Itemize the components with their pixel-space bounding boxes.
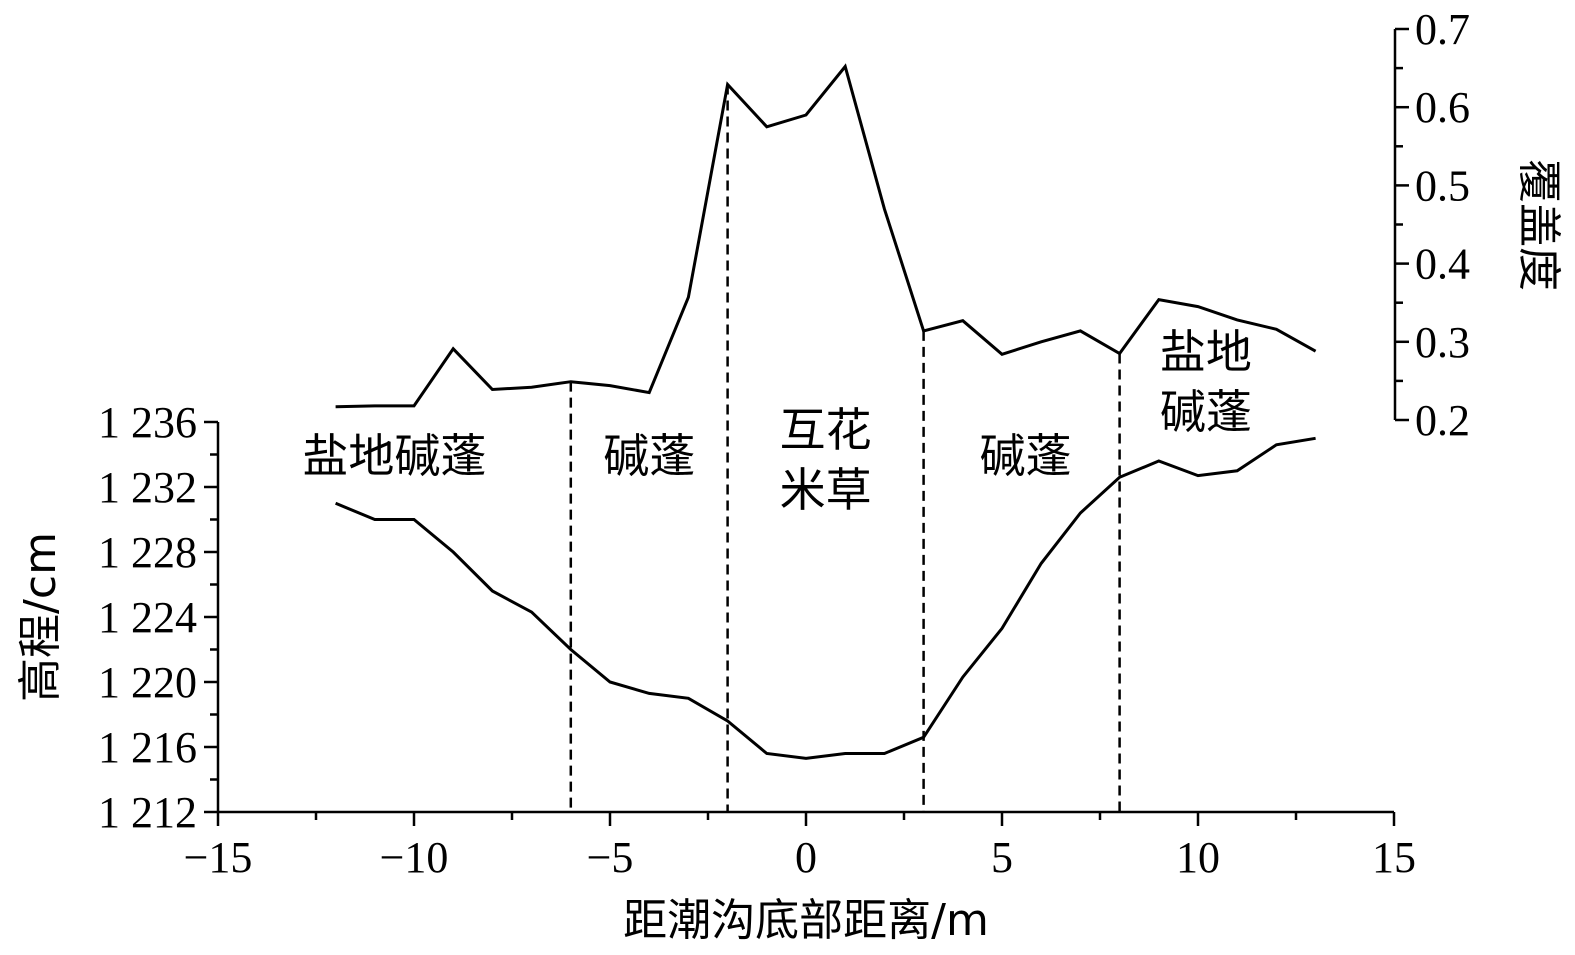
x-tick-label: 10 (1176, 833, 1220, 882)
zone-label: 米草 (780, 463, 872, 517)
y-left-axis-title: 高程/cm (15, 532, 66, 702)
y-right-tick-label: 0.2 (1415, 396, 1470, 445)
y-right-tick-label: 0.4 (1415, 240, 1470, 289)
y-left-tick-label: 1 232 (98, 463, 197, 512)
zone-label: 盐地碱蓬 (302, 429, 486, 483)
coverage-line (335, 63, 1317, 409)
x-tick-label: 0 (795, 833, 817, 882)
y-left-tick-label: 1 236 (98, 398, 197, 447)
y-left-tick-label: 1 220 (98, 658, 197, 707)
zone-label: 碱蓬 (603, 429, 695, 483)
y-right-tick-label: 0.6 (1415, 83, 1470, 132)
zone-label: 互花 (780, 403, 872, 457)
y-right-tick-label: 0.3 (1415, 318, 1470, 367)
y-right-tick-label: 0.7 (1415, 5, 1470, 54)
y-left-tick-label: 1 224 (98, 593, 197, 642)
x-tick-label: −15 (184, 833, 253, 882)
x-tick-label: 15 (1372, 833, 1416, 882)
x-tick-label: 5 (991, 833, 1013, 882)
series-group (335, 63, 1317, 760)
y-right-axis-title: 覆盖度 (1513, 159, 1564, 291)
axes: −15 −10 −5 0 5 10 15 1 212 1 216 1 220 1 224 1 228 1… (98, 5, 1470, 882)
zone-label: 碱蓬 (980, 429, 1072, 483)
elevation-line (335, 436, 1316, 760)
zone-dividers (569, 84, 1121, 812)
x-tick-label: −5 (587, 833, 634, 882)
y-left-tick-label: 1 228 (98, 528, 197, 577)
x-tick-label: −10 (380, 833, 449, 882)
y-left-tick-label: 1 212 (98, 788, 197, 837)
y-right-tick-label: 0.5 (1415, 161, 1470, 210)
zone-label: 盐地 (1160, 325, 1252, 379)
x-axis-title: 距潮沟底部距离/m (623, 895, 989, 946)
zone-label: 碱蓬 (1160, 385, 1252, 439)
y-left-tick-label: 1 216 (98, 723, 197, 772)
